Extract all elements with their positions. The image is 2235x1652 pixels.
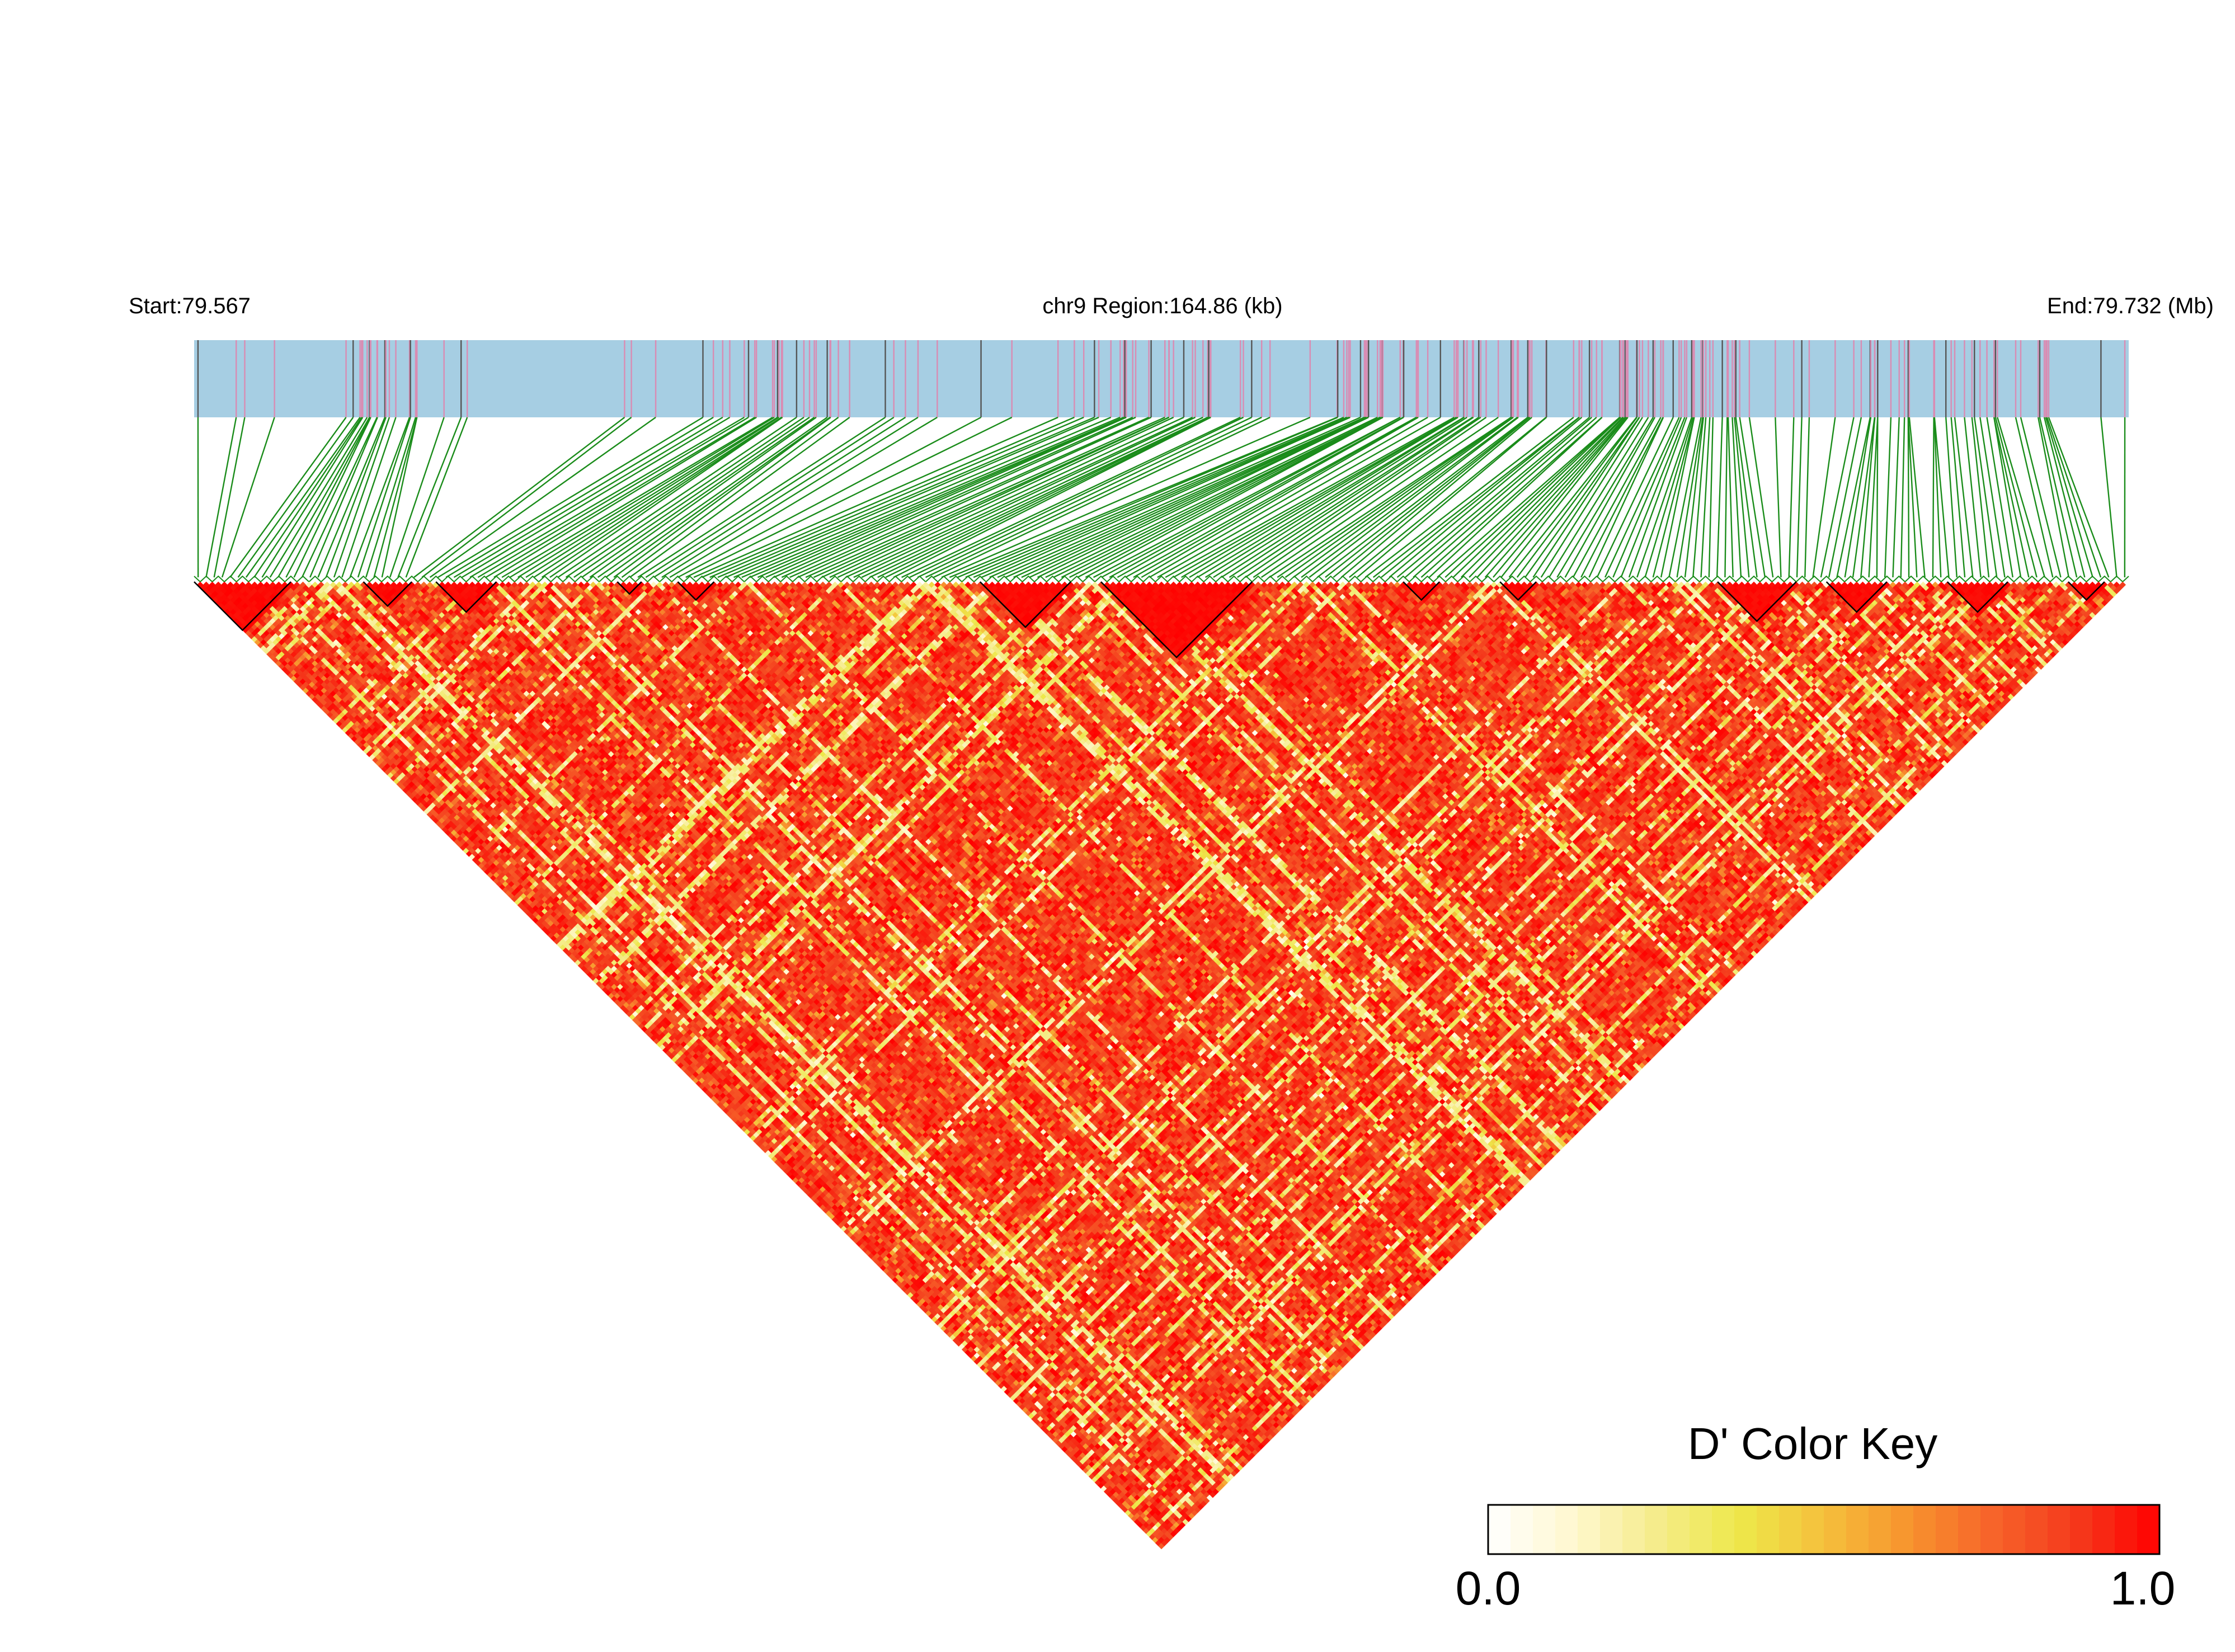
snp-connector-line — [526, 417, 779, 577]
snp-connector-line — [446, 417, 713, 577]
snp-connector-line — [254, 417, 361, 577]
snp-connector-line — [1885, 417, 1891, 577]
snp-connector-line — [1728, 417, 1733, 577]
snp-connector-line — [262, 417, 363, 577]
snp-connector-line — [1701, 417, 1710, 577]
snp-connector-line — [1933, 417, 1934, 577]
snp-connector-line — [238, 417, 354, 577]
snp-connector-line — [1909, 417, 1925, 577]
snp-connector-line — [1901, 417, 1904, 577]
snp-connector-line — [1797, 417, 1802, 577]
snp-connector-line — [206, 417, 236, 577]
region-title: chr9 Region:164.86 (kb) — [1042, 294, 1282, 318]
region-end-label: End:79.732 (Mb) — [2047, 294, 2214, 318]
snp-connector-line — [1133, 417, 1417, 577]
chromosome-region-bar — [194, 340, 2129, 417]
snp-connector-line — [1935, 417, 1941, 577]
snp-connector-line — [1709, 417, 1713, 577]
snp-connector-line — [1221, 417, 1472, 577]
snp-connector-line — [1908, 417, 1909, 577]
snp-connector-line — [1893, 417, 1899, 577]
snp-connector-line — [1946, 417, 1957, 577]
snp-connector-line — [1775, 417, 1781, 577]
snp-column-ticks — [194, 576, 2129, 582]
snp-connector-line — [1805, 417, 1809, 577]
snp-connector-line — [1837, 417, 1870, 577]
snp-position-track — [194, 340, 2129, 417]
snp-connector-line — [1413, 417, 1597, 577]
snp-connector-lines — [194, 417, 2129, 582]
snp-connector-line — [1908, 417, 1917, 577]
snp-connector-line — [1085, 417, 1383, 577]
snp-connector-line — [798, 417, 1151, 577]
snp-connector-line — [310, 417, 378, 577]
snp-connector-line — [1935, 417, 1949, 577]
ld-heatmap-cells — [197, 582, 2125, 1549]
snp-connector-line — [1789, 417, 1794, 577]
snp-connector-line — [1717, 417, 1722, 577]
snp-connector-line — [2101, 417, 2116, 577]
snp-connector-line — [1877, 417, 1878, 577]
snp-connector-line — [462, 417, 730, 577]
region-start-label: Start:79.567 — [129, 294, 251, 318]
snp-connector-line — [1813, 417, 1836, 577]
snp-connector-line — [1637, 417, 1692, 577]
snp-connector-line — [566, 417, 803, 577]
snp-connector-line — [270, 417, 368, 577]
snp-connector-line — [1318, 417, 1528, 577]
snp-connector-line — [1725, 417, 1727, 577]
snp-connector-line — [598, 417, 827, 577]
snp-connector-line — [398, 417, 461, 577]
snp-connector-line — [366, 417, 416, 577]
